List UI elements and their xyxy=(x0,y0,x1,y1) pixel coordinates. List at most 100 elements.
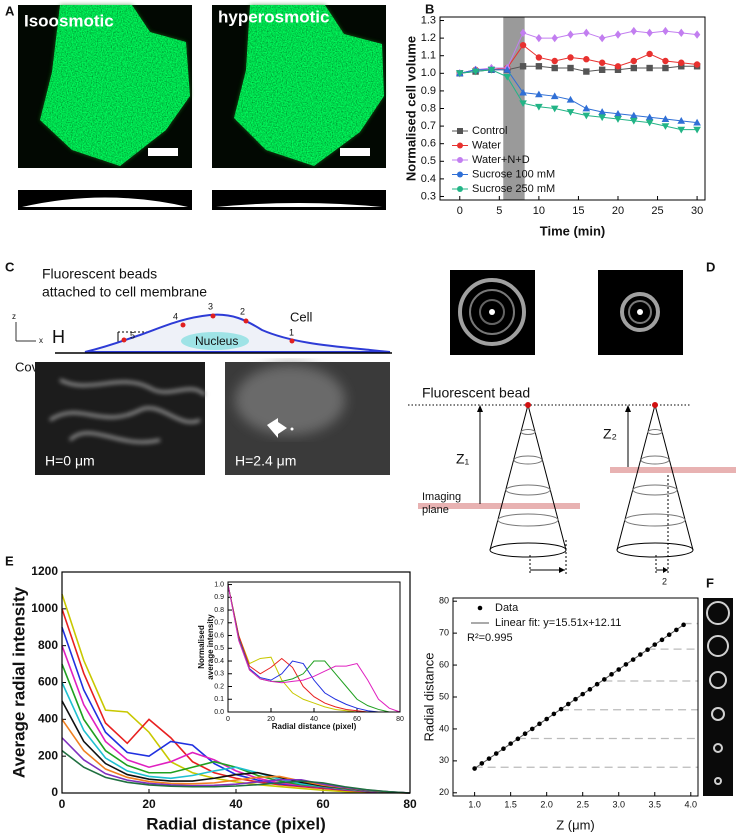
y-tick-label: 1200 xyxy=(31,564,58,578)
marker xyxy=(535,54,543,61)
plot-frame xyxy=(452,597,699,797)
x-tick-label: 20 xyxy=(612,205,624,217)
marker xyxy=(537,721,542,727)
panel-letter: C xyxy=(5,259,15,274)
marker xyxy=(550,105,559,113)
cone-section xyxy=(616,542,694,558)
y-tick-label: 0.6 xyxy=(421,138,436,150)
marker xyxy=(566,109,575,116)
x-tick-label: 15 xyxy=(572,205,584,217)
marker xyxy=(629,117,638,125)
y-axis-label: Normalised xyxy=(197,625,206,669)
marker xyxy=(515,736,521,742)
x-tick-label: 40 xyxy=(310,716,318,723)
series-line xyxy=(459,69,698,131)
marker xyxy=(614,66,622,73)
annotation: R²=0.995 xyxy=(467,632,513,644)
plot-frame xyxy=(61,571,411,794)
x-tick-label: 80 xyxy=(396,716,404,723)
marker xyxy=(455,70,464,78)
radius-label: 2 xyxy=(662,576,667,586)
diffraction-ring xyxy=(469,289,515,335)
plot-area xyxy=(228,582,400,712)
marker xyxy=(472,766,477,771)
legend-label: Linear fit: y=15.51x+12.11 xyxy=(495,617,621,629)
y-tick-label: 0.8 xyxy=(214,607,224,614)
marker xyxy=(678,59,685,66)
marker xyxy=(614,30,622,39)
imaging-plane xyxy=(418,503,580,509)
cone-section xyxy=(513,455,543,465)
marker xyxy=(614,109,622,117)
y-tick-label: 600 xyxy=(38,675,58,689)
marker xyxy=(573,696,578,702)
y-tick-label: 1.3 xyxy=(421,14,436,26)
marker xyxy=(693,61,701,68)
bead-number: 5 xyxy=(130,330,135,340)
imaging-plane xyxy=(610,467,736,473)
series-line xyxy=(227,584,401,713)
arrow-head xyxy=(625,405,631,412)
arrow-head xyxy=(477,405,483,412)
nucleus-label: Nucleus xyxy=(195,334,238,348)
series-line xyxy=(61,750,411,794)
cone-section xyxy=(489,542,567,558)
axis-icon-label: z xyxy=(12,312,16,321)
marker xyxy=(652,642,658,647)
thumbnail-strip xyxy=(703,598,733,796)
y-tick-label: 1.1 xyxy=(421,50,436,62)
marker xyxy=(519,63,527,70)
y-tick-label: 0.6 xyxy=(214,632,224,639)
marker xyxy=(471,68,480,76)
bead xyxy=(180,322,186,328)
x-tick-label: 20 xyxy=(267,716,275,723)
panel-letter: F xyxy=(706,575,714,590)
thumbnail-ring xyxy=(707,635,729,657)
x-tick-label: 5 xyxy=(496,205,502,217)
x-tick-label: 25 xyxy=(651,205,663,217)
y-tick-label: 70 xyxy=(439,628,449,638)
bead xyxy=(210,313,216,319)
bead-number: 3 xyxy=(208,301,213,311)
y-tick-label: 0 xyxy=(51,785,58,799)
cell-texture xyxy=(234,5,384,166)
legend-marker xyxy=(457,128,463,134)
marker xyxy=(486,756,492,761)
marker xyxy=(662,57,669,65)
marker xyxy=(662,26,669,36)
y-tick-label: 0.3 xyxy=(214,671,224,678)
y-tick-label: 20 xyxy=(439,787,449,797)
legend-marker xyxy=(477,605,483,611)
nucleus xyxy=(181,332,249,350)
x-tick-label: 40 xyxy=(229,797,243,811)
legend-label: Water+N+D xyxy=(472,154,530,166)
thumbnail-strip-bg xyxy=(703,598,733,796)
thumbnail-ring xyxy=(711,707,725,721)
series-line xyxy=(459,30,698,74)
y-tick-label: 80 xyxy=(439,596,449,606)
marker xyxy=(535,103,543,111)
panel-d: Fluorescent bead xyxy=(408,270,736,586)
image-label: hyperosmotic xyxy=(218,7,329,26)
x-tick-label: 2.5 xyxy=(576,799,589,809)
plane-label: Imaging xyxy=(422,491,461,503)
marker xyxy=(551,33,558,43)
cone xyxy=(489,404,567,551)
marker xyxy=(522,731,528,737)
bead xyxy=(289,338,295,344)
marker xyxy=(646,28,653,37)
marker xyxy=(582,112,591,120)
thumbnail-ring xyxy=(709,671,727,689)
x-tick-label: 10 xyxy=(533,205,545,217)
image-label: H=0 μm xyxy=(45,453,95,469)
thumbnail-ring xyxy=(713,743,723,753)
marker xyxy=(503,73,512,81)
height-label: H xyxy=(52,327,65,347)
legend-marker xyxy=(457,157,463,163)
cone-section xyxy=(624,513,686,527)
plot-frame xyxy=(439,16,706,201)
marker xyxy=(503,65,512,73)
y-axis-label: average intensity xyxy=(206,614,215,680)
legend-marker xyxy=(457,171,463,178)
